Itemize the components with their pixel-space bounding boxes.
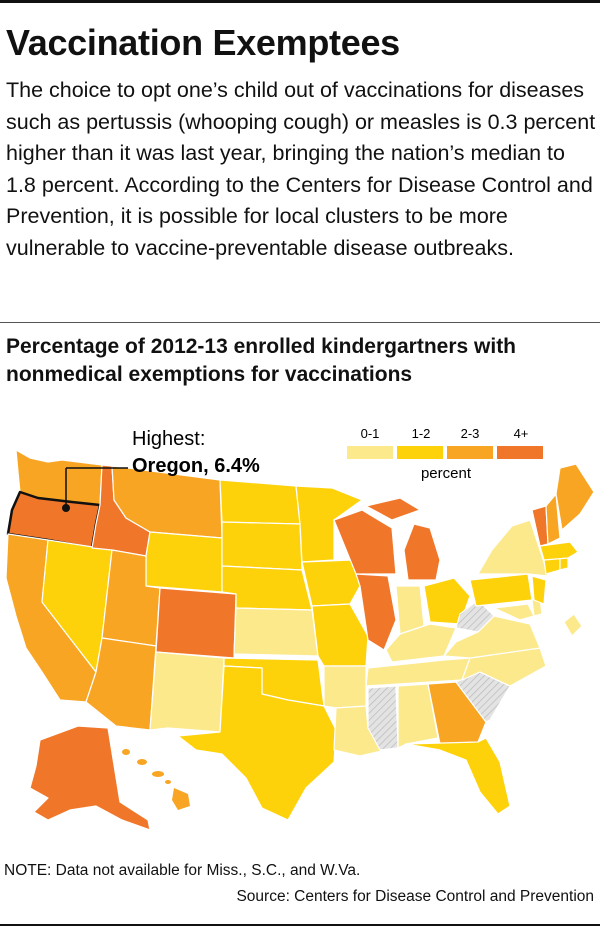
intro-text: The choice to opt one’s child out of vac…	[6, 78, 596, 260]
legend-bin-label: 0-1	[361, 426, 380, 441]
state-michigan-upper	[365, 497, 421, 521]
callout-label: Highest:	[132, 428, 205, 450]
page-title: Vaccination Exemptees	[6, 22, 400, 63]
state-colorado	[155, 587, 237, 659]
legend-bin-label: 2-3	[461, 426, 480, 441]
chart-subtitle: Percentage of 2012-13 enrolled kindergar…	[6, 335, 517, 386]
map-legend: 0-1 1-2 2-3 4+ percent	[347, 426, 543, 482]
state-new-york	[477, 519, 549, 577]
note-text: NOTE: Data not available for Miss., S.C.…	[4, 862, 361, 879]
legend-swatch	[497, 446, 543, 459]
state-maine	[555, 463, 595, 531]
state-texas	[177, 665, 337, 821]
state-wyoming	[145, 531, 223, 593]
states	[5, 449, 595, 831]
top-rule	[0, 0, 600, 3]
state-arizona	[85, 637, 157, 731]
state-minnesota	[295, 485, 363, 563]
state-new-jersey	[531, 575, 547, 605]
state-west-virginia-no-data	[455, 599, 495, 633]
state-new-mexico	[149, 651, 225, 733]
state-louisiana	[333, 705, 387, 757]
state-alaska	[29, 725, 151, 831]
state-massachusetts	[539, 541, 579, 561]
state-wisconsin	[333, 509, 397, 575]
state-hawaii	[122, 749, 190, 810]
state-michigan	[403, 523, 441, 581]
state-arkansas	[323, 665, 367, 709]
callout-dot	[62, 504, 70, 512]
legend-swatch	[397, 446, 443, 459]
legend-swatch	[447, 446, 493, 459]
legend-unit-label: percent	[421, 465, 472, 482]
state-north-dakota	[219, 479, 301, 525]
source-credit: Source: Centers for Disease Control and …	[236, 888, 594, 905]
section-divider	[0, 322, 600, 323]
state-virginia	[443, 615, 541, 659]
state-nebraska	[221, 565, 313, 611]
state-rhode-island	[559, 557, 569, 571]
bottom-rule	[0, 924, 600, 926]
legend-swatch	[347, 446, 393, 459]
state-dc	[563, 613, 583, 637]
legend-bin-label: 1-2	[412, 426, 431, 441]
state-south-dakota	[221, 521, 303, 571]
callout-value: Oregon, 6.4%	[132, 455, 260, 477]
highest-callout: Highest: Oregon, 6.4%	[62, 428, 260, 512]
us-exemptions-map: 0-1 1-2 2-3 4+ percent	[5, 426, 595, 831]
legend-bin-label: 4+	[514, 426, 529, 441]
state-mississippi-no-data	[367, 685, 399, 751]
state-kansas	[233, 607, 319, 657]
state-florida	[405, 737, 511, 815]
state-pennsylvania	[469, 573, 533, 607]
state-alabama	[397, 683, 439, 749]
state-georgia	[427, 681, 487, 745]
state-illinois	[355, 573, 397, 651]
state-missouri	[311, 603, 369, 667]
state-new-hampshire	[545, 493, 561, 545]
state-iowa	[301, 559, 361, 607]
